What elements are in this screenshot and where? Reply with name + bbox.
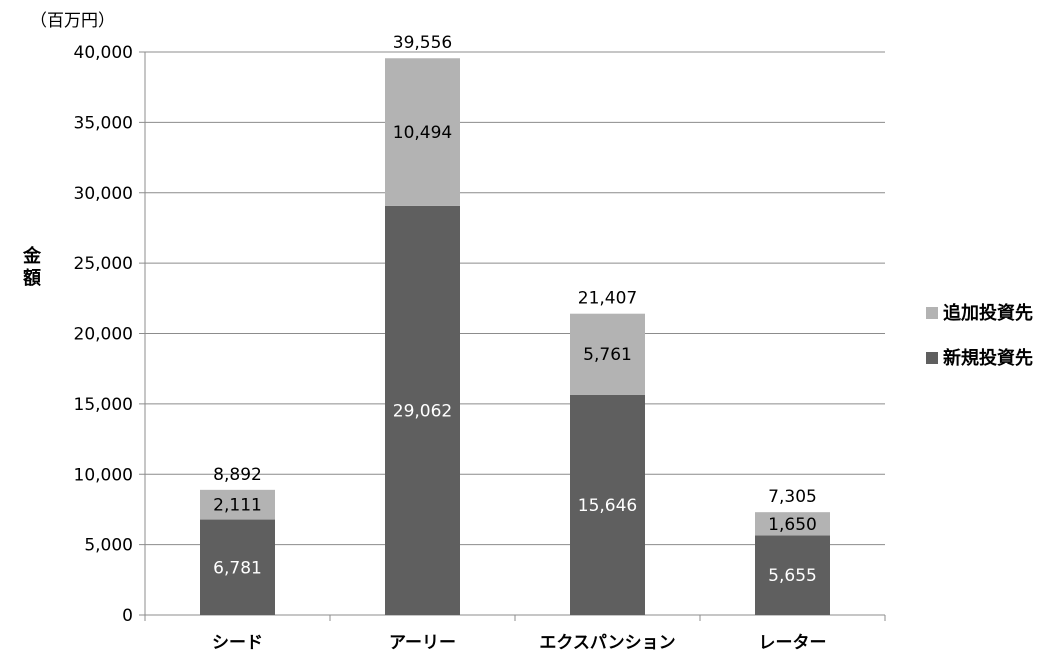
- segment-data-label: 5,761: [583, 345, 632, 365]
- x-category-label: レーター: [759, 633, 827, 653]
- bars: [200, 58, 830, 616]
- total-data-label: 8,892: [213, 465, 262, 485]
- data-labels: 6,781 2,111 8,892 29,062 10,494 39,556 15,646 5…: [213, 33, 817, 586]
- segment-data-label: 6,781: [213, 558, 262, 578]
- segment-data-label: 5,655: [768, 566, 817, 586]
- bar-segment: [200, 519, 275, 615]
- total-data-label: 21,407: [578, 289, 637, 309]
- y-axis-title: 金額: [22, 245, 42, 289]
- bar-segment: [570, 313, 645, 395]
- bar-segment: [385, 205, 460, 616]
- segment-data-label: 29,062: [393, 401, 452, 421]
- y-tick-label: 0: [122, 606, 133, 626]
- bar-segment: [200, 489, 275, 520]
- y-tick-label: 10,000: [74, 465, 133, 485]
- bar-segment: [755, 535, 830, 615]
- axes: 0 5,000 10,000 15,000 20,000 25,000 30,000 35,0…: [74, 43, 886, 653]
- legend-swatch: [926, 307, 938, 319]
- y-tick-label: 30,000: [74, 184, 133, 204]
- bar-segment: [570, 394, 645, 615]
- gridlines: [145, 51, 885, 546]
- bar-segment: [755, 512, 830, 536]
- bar-segment: [385, 58, 460, 206]
- segment-data-label: 15,646: [578, 496, 637, 516]
- segment-data-label: 10,494: [393, 123, 452, 143]
- segment-data-label: 2,111: [213, 496, 262, 516]
- x-category-label: アーリー: [389, 633, 456, 653]
- legend-label: 新規投資先: [943, 347, 1033, 369]
- y-tick-label: 20,000: [74, 325, 133, 345]
- y-axis-label: 金額: [22, 245, 42, 289]
- legend-swatch: [926, 352, 938, 364]
- y-tick-label: 40,000: [74, 43, 133, 63]
- legend-label: 追加投資先: [943, 302, 1033, 324]
- y-tick-label: 35,000: [74, 113, 133, 133]
- y-tick-label: 25,000: [74, 254, 133, 274]
- total-data-label: 7,305: [768, 487, 817, 507]
- y-tick-label: 15,000: [74, 395, 133, 415]
- segment-data-label: 1,650: [768, 515, 817, 535]
- x-category-label: シード: [212, 633, 263, 653]
- unit-label: （百万円）: [30, 11, 115, 31]
- x-category-label: エクスパンション: [539, 633, 675, 653]
- y-tick-label: 5,000: [84, 536, 133, 556]
- total-data-label: 39,556: [393, 33, 452, 53]
